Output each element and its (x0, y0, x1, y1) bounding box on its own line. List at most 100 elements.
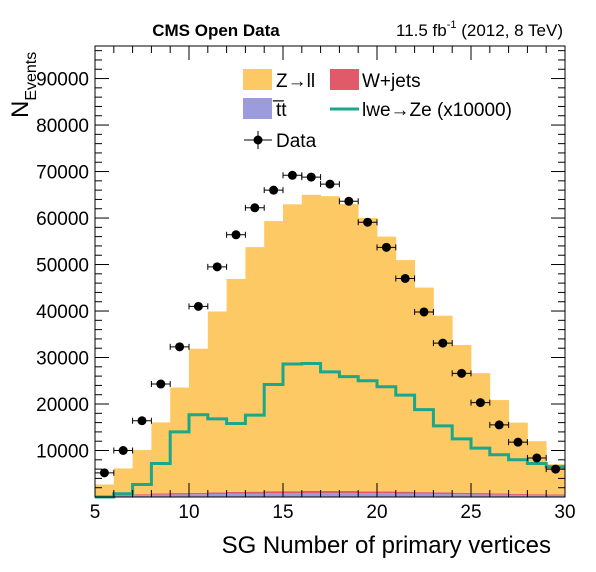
y-tick-label: 60000 (36, 209, 89, 230)
header-luminosity: 11.5 fb-1 (2012, 8 TeV) (396, 19, 563, 40)
y-tick-label: 90000 (36, 70, 89, 91)
legend-swatch-ttbar (243, 98, 272, 119)
histogram-bar (546, 494, 565, 495)
histogram-bar (452, 345, 471, 493)
data-point (133, 416, 152, 425)
histogram-bar (245, 247, 264, 492)
histogram-bar (283, 491, 302, 493)
histogram-bar (490, 494, 509, 495)
lumi-value: 11.5 fb (396, 21, 447, 40)
legend-swatch-wjets (330, 69, 359, 90)
histogram-bar (433, 492, 452, 494)
legend-label-signal: lwe→Ze (x10000) (362, 100, 512, 121)
histogram-bar (170, 493, 189, 494)
y-tick-label: 80000 (36, 116, 89, 137)
histogram-bar (321, 491, 340, 493)
y-tick-label: 40000 (36, 302, 89, 323)
histogram-bar (264, 491, 283, 493)
y-axis-label-main: N (7, 101, 34, 118)
header-left-title: CMS Open Data (152, 21, 280, 40)
legend-label-ttbar: t̅t (272, 100, 287, 121)
histogram-bar (133, 450, 152, 494)
data-point (302, 173, 321, 182)
data-point (283, 171, 302, 180)
histogram-bar (471, 373, 490, 493)
histogram-bar (396, 260, 415, 492)
histogram-bar (377, 491, 396, 493)
x-tick-label: 10 (178, 502, 199, 523)
histogram-bar (358, 491, 377, 493)
legend-swatch-zll (243, 69, 272, 90)
histogram-bar (170, 388, 189, 494)
y-tick-label: 20000 (36, 395, 89, 416)
histogram-bar (95, 484, 114, 495)
data-point (151, 380, 170, 389)
histogram-bar (151, 422, 170, 493)
histogram-bar (302, 195, 321, 491)
histogram-bar (415, 288, 434, 493)
y-tick-label: 10000 (36, 442, 89, 463)
histogram-bar (264, 221, 283, 491)
histogram-bar (358, 493, 377, 497)
lumi-exponent: -1 (447, 19, 457, 31)
histogram-bar (245, 492, 264, 494)
legend: Z→ll W+jets t̅t lwe→Ze (x10000) Data (243, 69, 512, 152)
histogram-bar (189, 349, 208, 493)
histogram-bar (377, 237, 396, 492)
legend-label-wjets: W+jets (362, 71, 421, 92)
histogram-bar (490, 400, 509, 493)
x-tick-label: 20 (366, 502, 387, 523)
data-point (189, 302, 208, 311)
data-point (170, 342, 189, 351)
data-point (264, 186, 283, 195)
stacked-histograms (95, 195, 565, 497)
y-tick-label: 30000 (36, 349, 89, 370)
histogram-bar (527, 494, 546, 495)
histogram-bar (208, 311, 227, 492)
histogram-bar (377, 493, 396, 497)
histogram-bar (302, 493, 321, 497)
data-point (321, 180, 340, 189)
histogram-bar (302, 491, 321, 493)
histogram-bar (227, 492, 246, 494)
histogram-bar (208, 492, 227, 494)
x-tick-label: 30 (554, 502, 575, 523)
histogram-bar (283, 493, 302, 497)
histogram-bar (339, 491, 358, 493)
histogram-bar (471, 493, 490, 494)
y-axis-label-sub: Events (23, 52, 40, 101)
legend-label-zll: Z→ll (276, 71, 315, 92)
histogram-bar (321, 493, 340, 497)
x-tick-label: 5 (90, 502, 101, 523)
histogram-bar (321, 196, 340, 491)
data-point (227, 230, 246, 239)
histogram-bar (283, 204, 302, 491)
histogram-bar (396, 492, 415, 494)
histogram-bar (358, 218, 377, 491)
histogram-bar (114, 468, 133, 495)
histogram-bar (452, 493, 471, 494)
histogram-bar (527, 441, 546, 494)
histogram-bar (509, 423, 528, 494)
histogram-bar (339, 204, 358, 491)
legend-swatch-data (244, 131, 272, 149)
data-point (245, 203, 264, 212)
y-tick-label: 50000 (36, 256, 89, 277)
plot-area (95, 171, 565, 497)
histogram-bar (245, 494, 264, 497)
lumi-rest: (2012, 8 TeV) (457, 21, 563, 40)
histogram-bar (396, 494, 415, 497)
y-tick-label: 70000 (36, 163, 89, 184)
histogram-bar (415, 492, 434, 494)
histogram-bar (227, 279, 246, 492)
histogram-bar (189, 493, 208, 494)
histogram-bar (339, 493, 358, 497)
histogram-bar (151, 494, 170, 495)
data-point (114, 446, 133, 455)
histogram-bar (264, 493, 283, 497)
data-point (208, 262, 227, 271)
legend-label-data: Data (276, 131, 317, 152)
data-point (95, 468, 114, 477)
x-tick-label: 25 (460, 502, 481, 523)
